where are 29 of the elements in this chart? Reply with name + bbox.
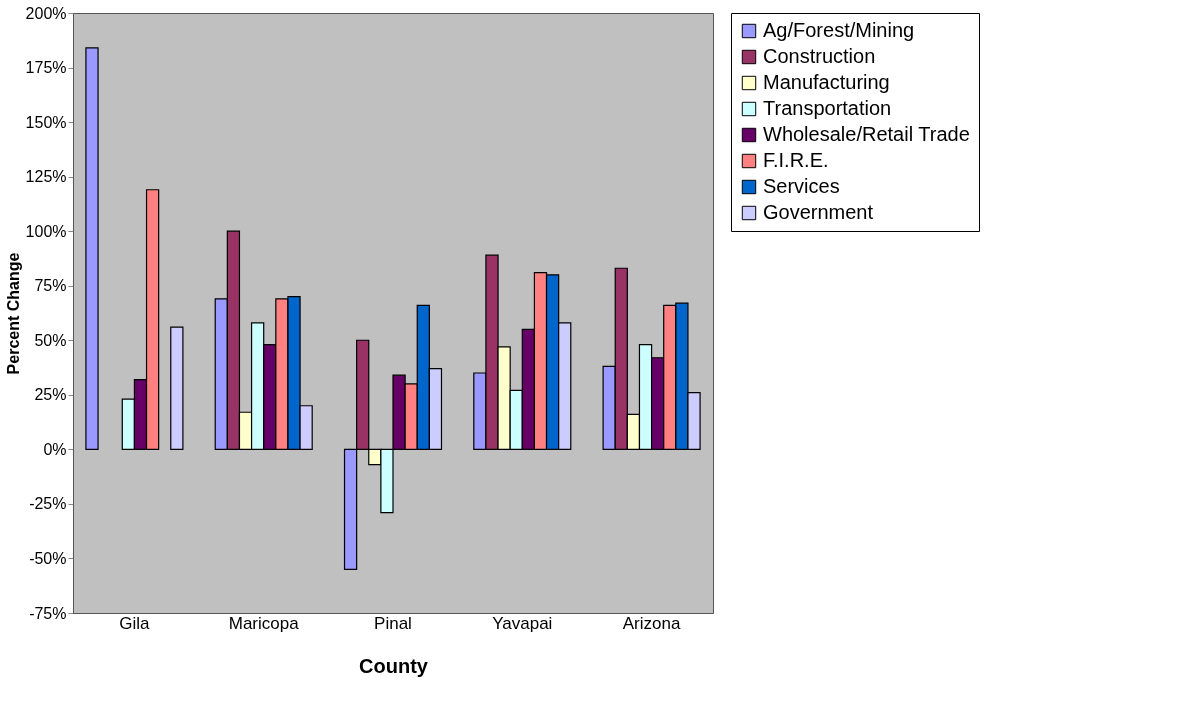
y-tick-label: 50% — [34, 331, 67, 349]
y-tick-label: 175% — [25, 59, 67, 77]
y-tick-label: 75% — [34, 277, 67, 295]
y-tick-label: -75% — [29, 604, 67, 622]
y-axis-title: Percent Change — [4, 252, 22, 375]
x-axis-title: County — [359, 654, 429, 677]
y-tick-label: 200% — [25, 4, 67, 22]
y-tick-label: -25% — [29, 495, 67, 513]
y-tick-label: 25% — [34, 386, 67, 404]
y-tick-label: 125% — [25, 168, 67, 186]
legend-label: Government — [763, 201, 874, 223]
y-tick-label: 150% — [25, 113, 67, 131]
x-tick-label: Maricopa — [228, 613, 300, 633]
y-tick-label: 100% — [25, 222, 67, 240]
legend-label: F.I.R.E. — [763, 149, 829, 171]
legend-label: Construction — [763, 45, 876, 67]
x-tick-label: Yavapai — [492, 613, 553, 633]
legend-label: Ag/Forest/Mining — [763, 19, 915, 41]
legend-label: Wholesale/Retail Trade — [763, 123, 970, 145]
legend-label: Transportation — [763, 97, 892, 119]
y-tick-label: -50% — [29, 549, 67, 567]
legend-label: Services — [763, 175, 840, 197]
legend-label: Manufacturing — [763, 71, 890, 93]
x-tick-label: Arizona — [622, 613, 681, 633]
y-tick-label: 0% — [43, 440, 67, 458]
x-tick-label: Pinal — [374, 613, 412, 633]
bar — [85, 47, 99, 450]
bar — [170, 326, 184, 450]
x-tick-label: Gila — [119, 613, 151, 633]
